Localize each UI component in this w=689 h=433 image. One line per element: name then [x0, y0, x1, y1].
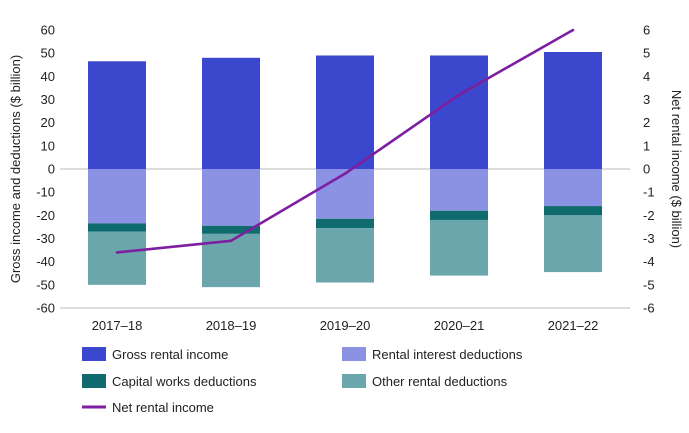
- left-tick-label: -30: [36, 231, 55, 246]
- left-tick-label: 20: [41, 115, 55, 130]
- right-tick-label: -1: [643, 185, 655, 200]
- bar-gross-rental-income-0: [88, 61, 146, 169]
- legend-swatch: [82, 347, 106, 361]
- bar-gross-rental-income-2: [316, 55, 374, 169]
- x-tick-label: 2020–21: [434, 318, 485, 333]
- left-tick-label: 10: [41, 138, 55, 153]
- x-tick-label: 2018–19: [206, 318, 257, 333]
- left-tick-label: -60: [36, 301, 55, 316]
- bars: [88, 52, 602, 288]
- left-tick-label: 30: [41, 92, 55, 107]
- legend-swatch: [342, 374, 366, 388]
- right-axis-ticks: 6 5 4 3 2 1 0 -1 -2 -3 -4 -5 -6: [643, 23, 655, 316]
- legend-label: Gross rental income: [112, 347, 228, 362]
- bar-capital-works-deductions-2: [316, 218, 374, 229]
- right-tick-label: 5: [643, 46, 650, 61]
- bar-gross-rental-income-3: [430, 55, 488, 169]
- bar-capital-works-deductions-3: [430, 210, 488, 220]
- right-tick-label: -3: [643, 231, 655, 246]
- bar-capital-works-deductions-1: [202, 225, 260, 234]
- left-tick-label: 50: [41, 46, 55, 61]
- bar-rental-interest-deductions-4: [544, 169, 602, 207]
- left-tick-label: 60: [41, 23, 55, 38]
- legend: Gross rental income Rental interest deduc…: [82, 347, 523, 415]
- x-tick-label: 2019–20: [320, 318, 371, 333]
- right-tick-label: -5: [643, 277, 655, 292]
- net-rental-income-point: [229, 239, 233, 243]
- left-axis-title: Gross income and deductions ($ billion): [8, 55, 23, 283]
- right-tick-label: 4: [643, 69, 650, 84]
- x-tick-label: 2017–18: [92, 318, 143, 333]
- legend-label: Rental interest deductions: [372, 347, 523, 362]
- right-tick-label: 6: [643, 23, 650, 38]
- net-rental-income-point: [343, 172, 347, 175]
- bar-rental-interest-deductions-2: [316, 169, 374, 219]
- right-tick-label: 0: [643, 162, 650, 177]
- right-tick-label: 2: [643, 115, 650, 130]
- bar-rental-interest-deductions-1: [202, 169, 260, 226]
- left-tick-label: -50: [36, 277, 55, 292]
- net-rental-income-point: [571, 28, 575, 32]
- right-tick-label: 3: [643, 92, 650, 107]
- bar-gross-rental-income-4: [544, 52, 602, 170]
- legend-label: Capital works deductions: [112, 374, 257, 389]
- bar-rental-interest-deductions-0: [88, 169, 146, 224]
- left-tick-label: 40: [41, 69, 55, 84]
- legend-label: Net rental income: [112, 400, 214, 415]
- right-tick-label: 1: [643, 138, 650, 153]
- bar-other-rental-deductions-4: [544, 215, 602, 273]
- left-axis-ticks: 60 50 40 30 20 10 0 -10 -20 -30 -40 -50 -60: [36, 23, 55, 316]
- legend-swatch: [342, 347, 366, 361]
- bar-other-rental-deductions-3: [430, 219, 488, 276]
- bar-rental-interest-deductions-3: [430, 169, 488, 211]
- bar-other-rental-deductions-2: [316, 228, 374, 283]
- left-tick-label: 0: [48, 162, 55, 177]
- bar-gross-rental-income-1: [202, 57, 260, 169]
- right-tick-label: -4: [643, 254, 655, 269]
- net-rental-income-point: [115, 251, 119, 254]
- legend-swatch: [82, 374, 106, 388]
- bar-capital-works-deductions-4: [544, 206, 602, 216]
- right-tick-label: -6: [643, 301, 655, 316]
- left-tick-label: -40: [36, 254, 55, 269]
- net-rental-income-point: [457, 93, 461, 97]
- left-tick-label: -10: [36, 185, 55, 200]
- left-tick-label: -20: [36, 208, 55, 223]
- right-tick-label: -2: [643, 208, 655, 223]
- legend-label: Other rental deductions: [372, 374, 508, 389]
- right-axis-title: Net rental income ($ billion): [669, 90, 684, 248]
- x-axis-ticks: 2017–18 2018–19 2019–20 2020–21 2021–22: [92, 318, 599, 333]
- x-tick-label: 2021–22: [548, 318, 599, 333]
- bar-capital-works-deductions-0: [88, 223, 146, 232]
- net-income-line-group: [115, 28, 575, 254]
- bar-other-rental-deductions-0: [88, 231, 146, 285]
